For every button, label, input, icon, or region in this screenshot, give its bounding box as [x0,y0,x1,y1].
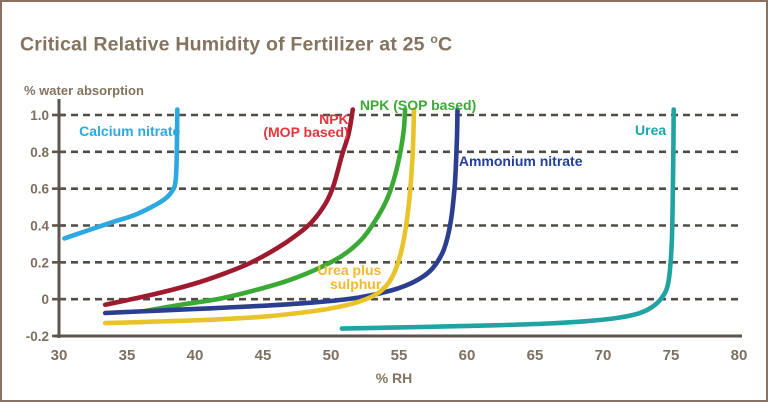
x-tick-label-55: 55 [391,347,408,364]
x-tick-label-30: 30 [51,347,68,364]
degree-mark: o [430,32,438,46]
x-tick-label-75: 75 [663,347,680,364]
x-tick-label-60: 60 [459,347,476,364]
series-label-npk-mop: NPK (MOP based) [263,110,349,141]
y-tick-label-0.2: 0.2 [30,255,49,270]
x-axis-title: % RH [376,370,413,386]
series-label-urea: Urea [635,122,667,139]
page-title: Critical Relative Humidity of Fertilizer… [20,32,452,57]
y-tick-label-0.4: 0.4 [30,219,49,234]
y-tick-label-0.6: 0.6 [30,182,49,197]
series-urea [339,107,676,331]
x-tick-label-35: 35 [119,347,136,364]
series-label-calcium-nitrate: Calcium nitrate [79,122,181,139]
title-text: Critical Relative Humidity of Fertilizer… [20,33,431,56]
x-tick-label-50: 50 [323,347,340,364]
series-npk-sop [142,107,408,314]
y-tick-label--0.2: -0.2 [26,329,49,344]
x-tick-label-65: 65 [527,347,544,364]
title-unit: C [437,33,453,56]
x-tick-label-70: 70 [595,347,612,364]
y-tick-label-1.0: 1.0 [30,108,49,123]
series-calcium-nitrate [62,107,180,241]
x-tick-label-40: 40 [187,347,204,364]
series-label-urea-plus-sulphur: Urea plus sulphur [317,262,382,292]
x-tick-label-80: 80 [731,347,748,364]
y-tick-label-0.8: 0.8 [30,145,49,160]
y-axis-title: % water absorption [24,83,144,98]
series-npk-mop [102,107,356,307]
x-tick-label-45: 45 [255,347,272,364]
series-urea-plus-sulphur [102,107,417,326]
series-label-ammonium-nitrate: Ammonium nitrate [458,152,583,169]
series-label-npk-sop: NPK (SOP based) [359,96,477,113]
series-ammonium-nitrate [102,107,460,316]
y-tick-label-0: 0 [41,292,49,307]
